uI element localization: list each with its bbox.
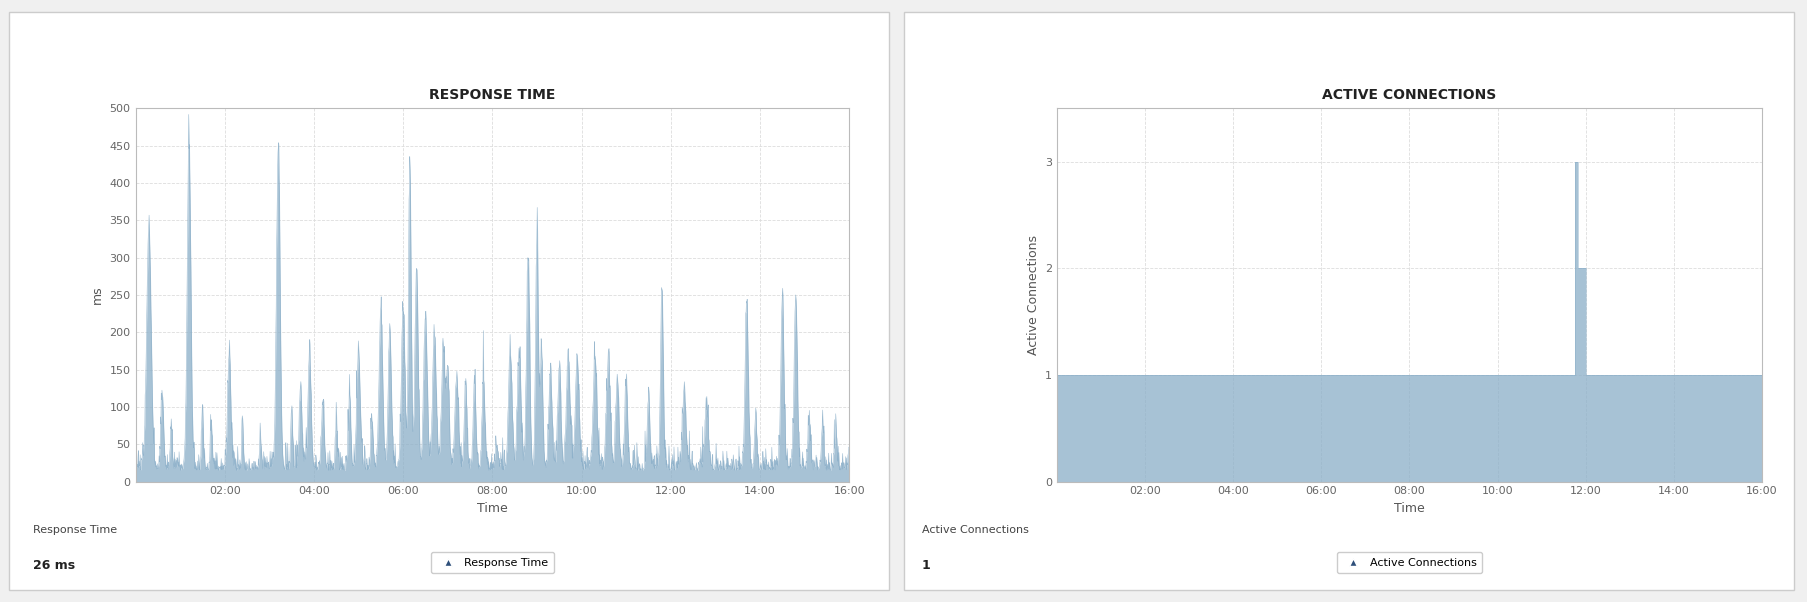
Text: Response Time: Response Time [33, 525, 117, 535]
Title: RESPONSE TIME: RESPONSE TIME [430, 88, 555, 102]
Text: 1: 1 [922, 559, 931, 572]
Legend: Active Connections: Active Connections [1337, 552, 1482, 573]
X-axis label: Time: Time [1393, 502, 1426, 515]
Text: 26 ms: 26 ms [33, 559, 74, 572]
Title: ACTIVE CONNECTIONS: ACTIVE CONNECTIONS [1323, 88, 1496, 102]
Legend: Response Time: Response Time [430, 552, 555, 573]
Text: Active Connections: Active Connections [922, 525, 1028, 535]
Y-axis label: ms: ms [90, 286, 105, 304]
X-axis label: Time: Time [477, 502, 508, 515]
Y-axis label: Active Connections: Active Connections [1026, 235, 1039, 355]
